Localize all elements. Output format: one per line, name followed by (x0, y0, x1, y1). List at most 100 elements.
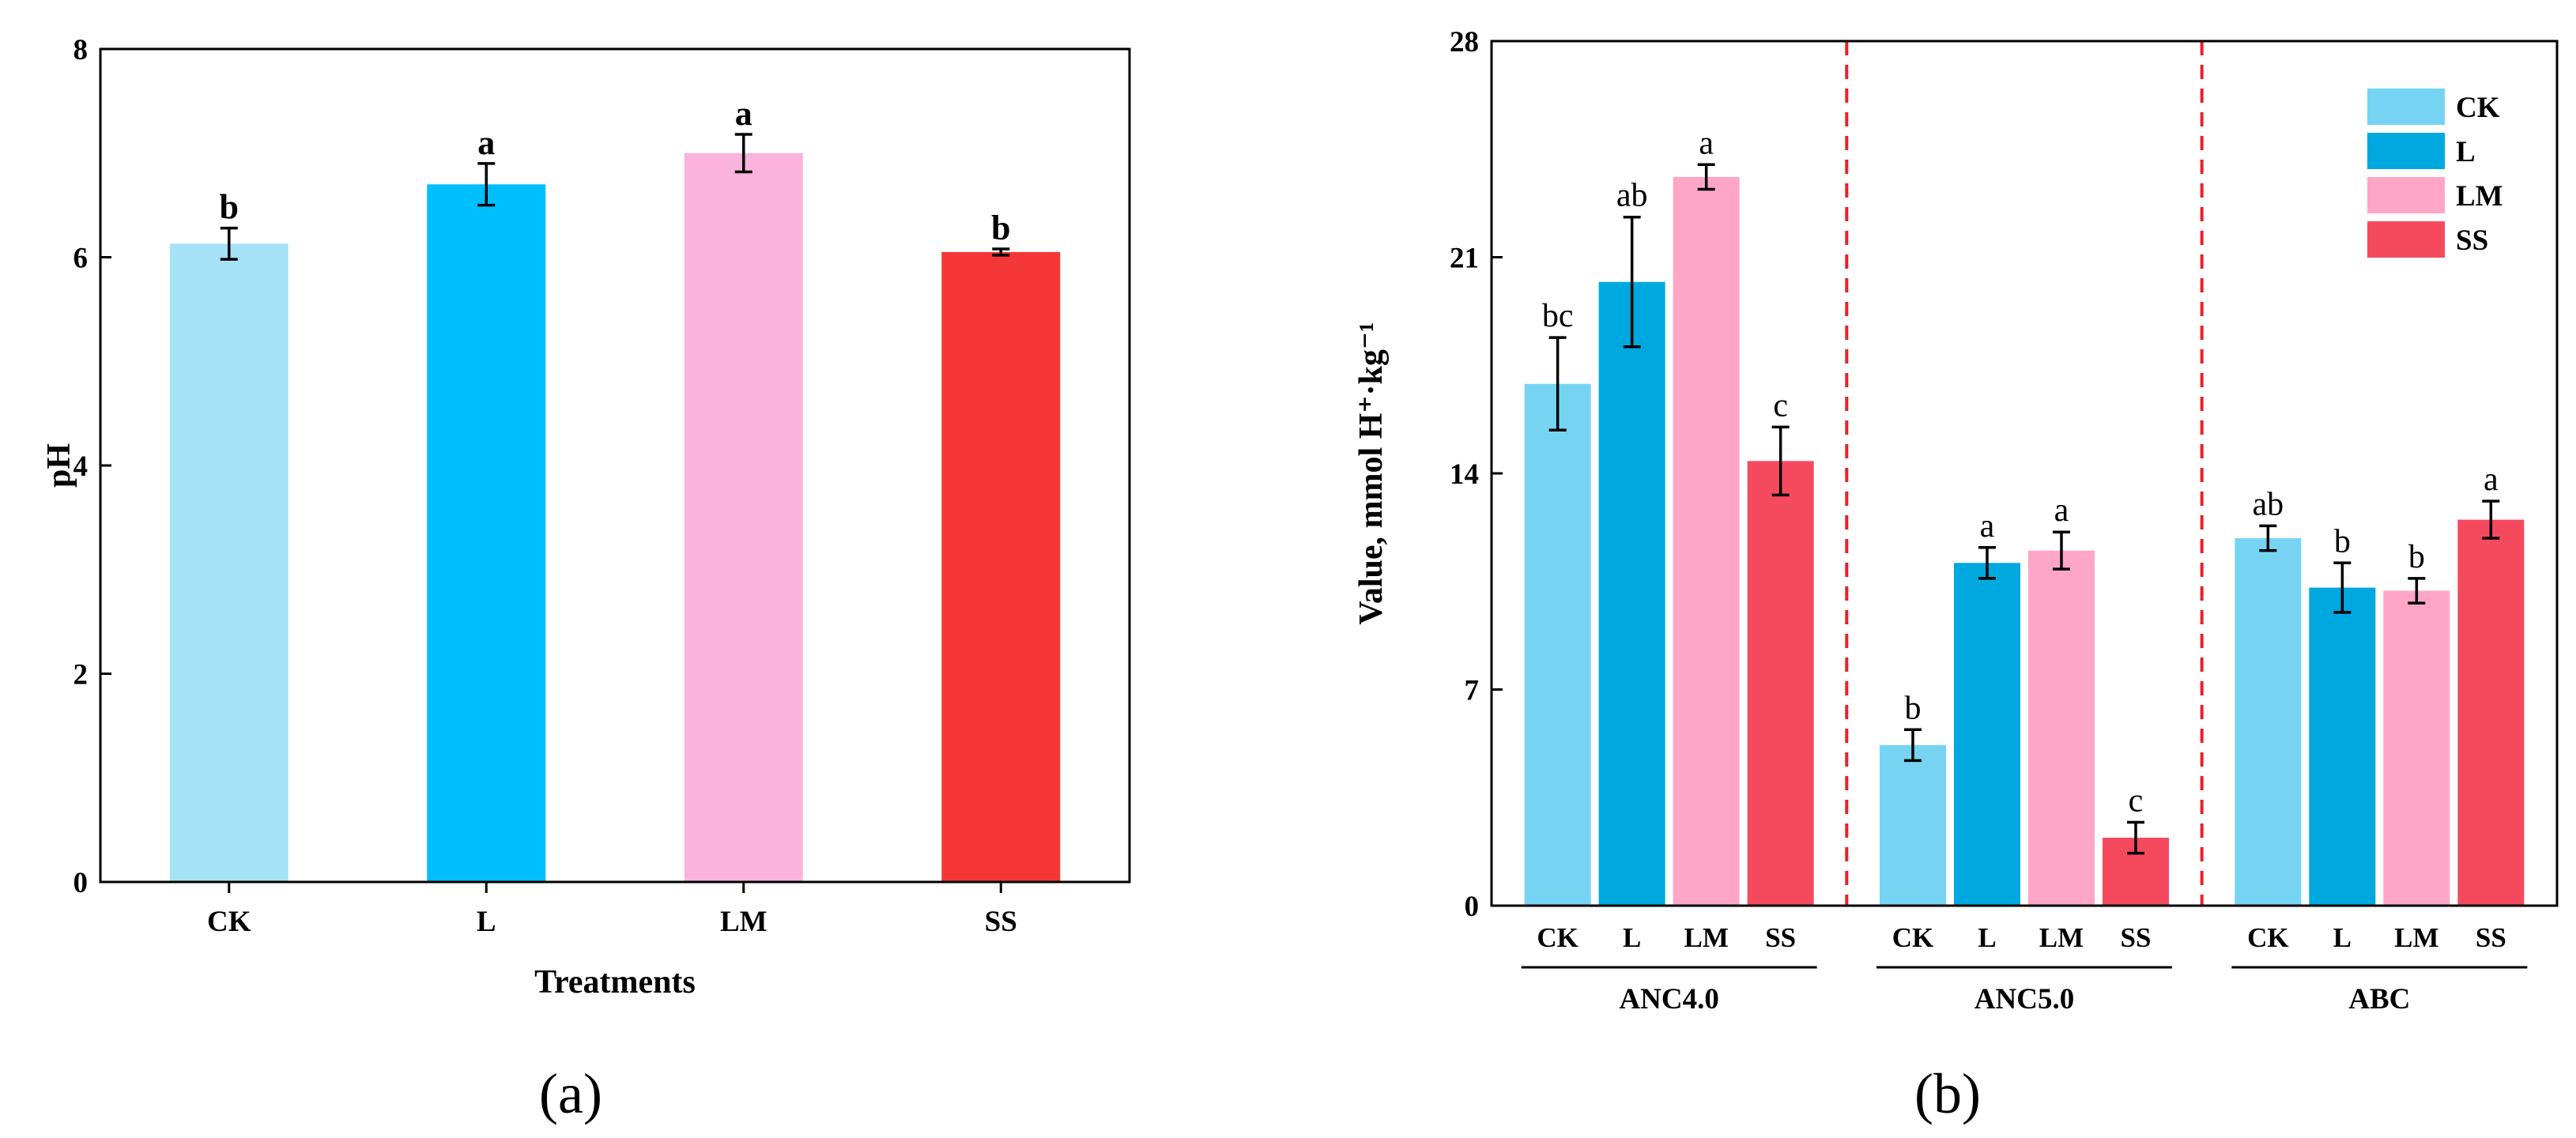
significance-letter: c (2129, 783, 2144, 820)
y-tick-label: 28 (1450, 26, 1479, 58)
significance-letter: a (1699, 125, 1714, 161)
x-tick-label: SS (985, 906, 1017, 938)
significance-letter: b (2408, 539, 2425, 575)
error-bar (1978, 546, 1996, 580)
significance-letter: ab (2253, 486, 2284, 522)
x-category-label: CK (1892, 922, 1934, 953)
error-bar (2482, 499, 2500, 540)
y-tick-label: 2 (74, 659, 89, 691)
bar-anc40-ss (1747, 461, 1814, 906)
group-label: ABC (2348, 983, 2410, 1016)
legend-item-ck: CK (2367, 89, 2500, 125)
x-category-label: LM (1684, 922, 1728, 953)
panel-a-y-axis-title: pH (41, 443, 77, 488)
significance-letter: c (1773, 387, 1788, 424)
legend-item-ss: SS (2367, 221, 2488, 258)
x-tick-label: LM (720, 906, 768, 938)
panel-a-x-axis-title: Treatments (534, 964, 696, 1000)
panel-a-y-ticks: 0 2 4 6 8 (74, 34, 111, 899)
significance-letter: a (477, 123, 495, 162)
group-label: ANC4.0 (1619, 983, 1718, 1016)
panel-a-label: (a) (539, 1062, 602, 1125)
bar-ss (941, 251, 1061, 883)
x-category-label: CK (1537, 922, 1578, 953)
x-category-label: LM (2394, 922, 2438, 953)
bar-abc-lm (2383, 590, 2450, 906)
panel-b-y-ticks: 0 7 14 21 28 (1450, 26, 1503, 923)
bar-anc50-l (1954, 563, 2020, 906)
x-category-label: L (1623, 922, 1641, 953)
y-tick-label: 14 (1450, 458, 1479, 491)
legend-label: SS (2456, 224, 2488, 257)
y-tick-label: 8 (74, 34, 89, 66)
legend-swatch (2367, 177, 2445, 213)
bar-anc50-lm (2028, 550, 2095, 906)
legend-item-l: L (2367, 133, 2476, 169)
significance-letter: b (220, 188, 239, 227)
panel-b-group-separators (1845, 41, 2204, 906)
bar-anc40-l (1598, 281, 1665, 906)
y-tick-label: 0 (1465, 891, 1480, 923)
significance-letter: b (991, 209, 1010, 247)
legend-label: CK (2456, 92, 2500, 124)
error-bar (2053, 530, 2070, 571)
bar-anc40-ck (1524, 383, 1591, 906)
bar-l (427, 184, 546, 882)
significance-letter: b (2334, 523, 2351, 560)
bar-lm (684, 153, 803, 882)
error-bar-ss (992, 247, 1010, 257)
y-tick-label: 21 (1450, 243, 1479, 275)
error-bar (1697, 163, 1715, 191)
significance-letter: ab (1616, 178, 1648, 214)
error-bar (2127, 820, 2144, 855)
error-bar (2259, 524, 2277, 552)
y-tick-label: 0 (74, 867, 89, 899)
significance-letter: a (1980, 508, 1995, 545)
panel-a-x-ticks: CK L LM SS (207, 882, 1017, 938)
error-bar-ck (220, 226, 238, 261)
bar-abc-l (2309, 587, 2376, 906)
panel-b-x-category-labels: CK L LM SS CK L LM SS CK L LM SS (1537, 922, 2506, 953)
error-bar (1904, 728, 1922, 763)
x-category-label: CK (2247, 922, 2289, 953)
error-bar (2333, 561, 2352, 614)
panel-a-ph-chart: b a a b 0 2 4 6 8 CK L LM SS Treatments pH (a) (41, 34, 1131, 1125)
legend-swatch (2367, 221, 2445, 258)
panel-b-significance-letters: bc ab a c b a a c ab b b a (1542, 125, 2499, 819)
panel-b-label: (b) (1914, 1062, 1981, 1125)
error-bar (1623, 215, 1641, 349)
bar-anc50-ck (1880, 744, 1946, 906)
significance-letter: b (1905, 690, 1922, 726)
panel-b-group-labels: ANC4.0 ANC5.0 ABC (1521, 966, 2528, 1016)
panel-b-bars (1524, 176, 2525, 906)
error-bar-lm (734, 133, 752, 174)
significance-letter: bc (1542, 298, 1574, 334)
error-bar (1771, 425, 1790, 497)
bar-anc40-lm (1673, 176, 1740, 906)
panel-a-significance-letters: b a a b (220, 94, 1011, 247)
x-category-label: L (2333, 922, 2352, 953)
legend-swatch (2367, 133, 2445, 169)
significance-letter: a (2484, 462, 2499, 498)
x-tick-label: CK (207, 906, 251, 938)
panel-b-error-bars (1548, 163, 2500, 855)
significance-letter: a (2054, 492, 2069, 529)
panel-a-bars (169, 153, 1061, 883)
x-category-label: SS (2121, 922, 2152, 953)
bar-abc-ck (2235, 538, 2302, 906)
x-category-label: SS (1765, 922, 1796, 953)
legend-label: LM (2456, 180, 2503, 213)
y-tick-label: 7 (1465, 675, 1480, 707)
legend-swatch (2367, 89, 2445, 125)
significance-letter: a (735, 94, 752, 133)
y-tick-label: 6 (74, 243, 89, 275)
error-bar-l (477, 162, 496, 207)
panel-b-legend: CK L LM SS (2367, 89, 2503, 258)
y-tick-label: 4 (74, 450, 89, 483)
x-category-label: SS (2476, 922, 2506, 953)
legend-label: L (2456, 136, 2476, 168)
panel-a-error-bars (220, 133, 1010, 261)
panel-b-y-axis-title: Value, mmol H⁺·kg⁻¹ (1353, 322, 1390, 624)
